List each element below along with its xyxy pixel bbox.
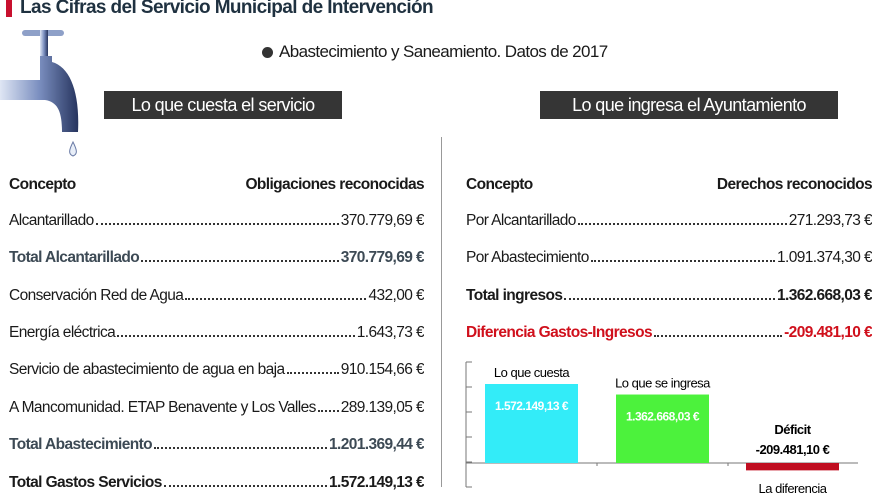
dot-leader bbox=[577, 223, 787, 225]
table-row: Diferencia Gastos-Ingresos -209.481,10 € bbox=[466, 320, 872, 342]
table-row: Conservación Red de Agua 432,00 € bbox=[9, 283, 424, 305]
dot-leader bbox=[590, 260, 775, 262]
row-label: Alcantarillado bbox=[9, 212, 94, 229]
column-header-value: Derechos reconocidos bbox=[716, 176, 872, 193]
table-row: A Mancomunidad. ETAP Benavente y Los Val… bbox=[9, 395, 424, 417]
row-value: 1.201.369,44 € bbox=[328, 436, 424, 453]
left-section-header: Lo que cuesta el servicio bbox=[104, 91, 342, 119]
row-label: Total Alcantarillado bbox=[9, 249, 140, 266]
row-value: 1.091.374,30 € bbox=[776, 249, 872, 266]
subtitle: Abastecimiento y Saneamiento. Datos de 2… bbox=[262, 42, 608, 62]
subtitle-text: Abastecimiento y Saneamiento. Datos de 2… bbox=[279, 42, 608, 61]
column-header-concept: Concepto bbox=[9, 176, 76, 193]
row-label: Energía eléctrica bbox=[9, 324, 116, 341]
data-label: 1.572.149,13 € bbox=[495, 399, 569, 413]
row-value: 1.572.149,13 € bbox=[328, 474, 424, 491]
row-label: Total Gastos Servicios bbox=[9, 474, 162, 491]
left-column-headers: Concepto Obligaciones reconocidas bbox=[9, 172, 424, 194]
table-row: Servicio de abastecimiento de agua en ba… bbox=[9, 357, 424, 379]
row-label: Por Alcantarillado bbox=[466, 212, 576, 229]
bar-2 bbox=[746, 463, 839, 471]
dot-leader bbox=[317, 410, 339, 412]
row-label: Servicio de abastecimiento de agua en ba… bbox=[9, 361, 285, 378]
column-header-value: Obligaciones reconocidas bbox=[245, 176, 424, 193]
category-label: Lo que se ingresa bbox=[615, 376, 711, 391]
bar-0 bbox=[485, 384, 578, 463]
dot-leader bbox=[95, 223, 339, 225]
row-value: -209.481,10 € bbox=[784, 324, 872, 341]
table-row: Total Abastecimiento 1.201.369,44 € bbox=[9, 432, 424, 454]
divider bbox=[441, 137, 442, 487]
table-row: Total ingresos 1.362.668,03 € bbox=[466, 283, 872, 305]
title-accent bbox=[6, 0, 12, 17]
bar-1 bbox=[616, 394, 709, 463]
column-header-concept: Concepto bbox=[466, 176, 533, 193]
right-column-headers: Concepto Derechos reconocidos bbox=[466, 172, 872, 194]
row-label: Total Abastecimiento bbox=[9, 436, 153, 453]
row-value: 1.643,73 € bbox=[356, 324, 424, 341]
table-row: Total Alcantarillado 370.779,69 € bbox=[9, 245, 424, 267]
faucet-icon bbox=[0, 30, 79, 157]
deficit-label: Déficit bbox=[774, 422, 811, 437]
table-row: Por Abastecimiento 1.091.374,30 € bbox=[466, 245, 872, 267]
dot-leader bbox=[141, 260, 339, 262]
table-row: Por Alcantarillado 271.293,73 € bbox=[466, 208, 872, 230]
dot-leader bbox=[286, 372, 339, 374]
dot-leader bbox=[564, 298, 775, 300]
row-label: Conservación Red de Agua bbox=[9, 287, 184, 304]
dot-leader bbox=[117, 335, 355, 337]
title-text: Las Cifras del Servicio Municipal de Int… bbox=[20, 0, 434, 18]
row-value: 432,00 € bbox=[368, 287, 424, 304]
category-label: Lo que cuesta bbox=[494, 365, 570, 380]
dot-leader bbox=[154, 447, 327, 449]
row-value: 1.362.668,03 € bbox=[776, 287, 872, 304]
table-row: Energía eléctrica 1.643,73 € bbox=[9, 320, 424, 342]
row-label: Por Abastecimiento bbox=[466, 249, 589, 266]
page-title: Las Cifras del Servicio Municipal de Int… bbox=[6, 0, 434, 19]
bullet-icon bbox=[262, 46, 273, 58]
row-label: A Mancomunidad. ETAP Benavente y Los Val… bbox=[9, 399, 316, 416]
row-value: 910.154,66 € bbox=[340, 361, 424, 378]
table-row: Total Gastos Servicios 1.572.149,13 € bbox=[9, 470, 424, 492]
row-label: Diferencia Gastos-Ingresos bbox=[466, 324, 653, 341]
right-section-header: Lo que ingresa el Ayuntamiento bbox=[540, 91, 838, 119]
data-label: 1.362.668,03 € bbox=[626, 410, 700, 424]
row-value: 271.293,73 € bbox=[788, 212, 872, 229]
dot-leader bbox=[653, 335, 783, 337]
row-value: 370.779,69 € bbox=[340, 212, 424, 229]
row-label: Total ingresos bbox=[466, 287, 563, 304]
table-row: Alcantarillado 370.779,69 € bbox=[9, 208, 424, 230]
data-label: -209.481,10 € bbox=[756, 442, 830, 457]
category-label: La diferencia bbox=[759, 481, 828, 495]
row-value: 370.779,69 € bbox=[340, 249, 424, 266]
dot-leader bbox=[185, 298, 367, 300]
row-value: 289.139,05 € bbox=[340, 399, 424, 416]
dot-leader bbox=[163, 485, 327, 487]
